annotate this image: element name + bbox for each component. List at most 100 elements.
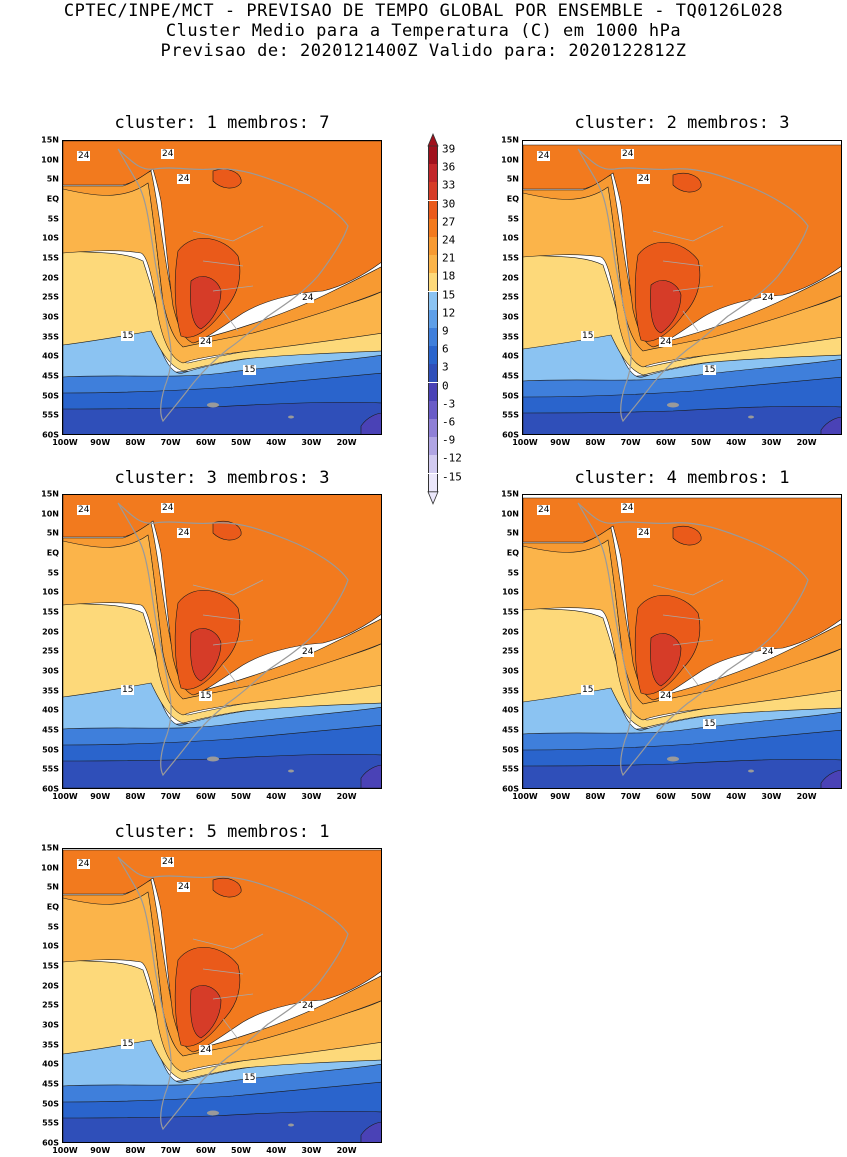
lat-label: 5S: [47, 922, 59, 932]
lat-label: 15N: [501, 135, 519, 145]
lat-label: 35S: [42, 686, 59, 696]
lat-label: 5N: [46, 528, 59, 538]
colorbar-swatch: [428, 218, 438, 237]
colorbar-label: 0: [442, 379, 449, 393]
contour-label: 24: [77, 505, 91, 515]
band-m3-0: [360, 412, 381, 434]
lat-label: 25S: [42, 646, 59, 656]
lat-label: 40S: [42, 351, 59, 361]
island: [667, 756, 679, 762]
band-21-24: [63, 879, 381, 1057]
band-6-9: [63, 706, 381, 746]
temperature-map: [63, 141, 381, 434]
lon-label: 20W: [796, 438, 817, 447]
lat-label: 15S: [502, 253, 519, 263]
lon-label: 30W: [301, 1146, 322, 1155]
lon-label: 20W: [336, 438, 357, 447]
lon-label: 80W: [585, 792, 606, 801]
lon-label: 80W: [585, 438, 606, 447]
colorbar-label: -3: [442, 397, 456, 411]
lat-label: 5N: [506, 174, 519, 184]
lat-label: 5N: [46, 174, 59, 184]
lat-label: 10S: [42, 587, 59, 597]
lat-label: 15N: [41, 843, 59, 853]
lon-label: 30W: [761, 792, 782, 801]
temperature-map: [523, 497, 841, 788]
contour-label: 24: [761, 647, 775, 657]
band-30-33: [190, 628, 222, 682]
lat-label: 60S: [42, 430, 59, 440]
lat-label: 55S: [42, 764, 59, 774]
contour-label: 24: [161, 149, 175, 159]
band-30-33: [650, 633, 682, 687]
lat-label: 10S: [502, 587, 519, 597]
colorbar-label: 3: [442, 360, 449, 374]
contour-label: 15: [703, 365, 717, 375]
colorbar-swatch: [428, 182, 438, 201]
lon-label: 50W: [231, 438, 251, 447]
lat-label: 40S: [502, 351, 519, 361]
band-30-33: [650, 280, 682, 334]
temperature-map: [523, 144, 841, 434]
coastline: [577, 502, 809, 777]
colorbar-top-arrow: [427, 132, 439, 147]
island: [288, 1123, 294, 1127]
header-line-3: Previsao de: 2020121400Z Valido para: 20…: [160, 41, 687, 61]
map-panel-4: 24 24 24 24 24 15 15 15N 10N 5N EQ 5S 10S 15S 20S 25S 30…: [501, 490, 842, 801]
lon-label: 70W: [160, 438, 181, 447]
lat-label: 5N: [46, 882, 59, 892]
contour-label: 24: [199, 1045, 213, 1055]
contour-label: 15: [121, 1039, 135, 1049]
lat-label: 20S: [42, 627, 59, 637]
lat-label: 10S: [42, 941, 59, 951]
country-borders: [192, 225, 264, 332]
colorbar-swatch: [428, 200, 438, 219]
lat-label: 50S: [42, 391, 59, 401]
island: [288, 415, 294, 419]
colorbar-label: 15: [442, 288, 456, 302]
contour-label: 24: [177, 882, 191, 892]
lat-label: 60S: [502, 430, 519, 440]
colorbar-swatch: [428, 146, 438, 165]
lat-label: 20S: [502, 627, 519, 637]
colorbar-swatch: [428, 255, 438, 274]
colorbar-swatch: [428, 164, 438, 183]
lat-label: 20S: [42, 273, 59, 283]
colorbar-label: 9: [442, 324, 449, 338]
lat-label: 40S: [42, 1059, 59, 1069]
lon-label: 100W: [52, 438, 78, 447]
lon-label: 40W: [266, 792, 287, 801]
band-m3-0: [360, 764, 381, 788]
lat-label: 10N: [501, 155, 519, 165]
island: [207, 756, 219, 762]
band-m3-0: [820, 416, 841, 434]
colorbar-swatch: [428, 437, 438, 456]
contour-label: 24: [301, 293, 315, 303]
lon-label: 60W: [195, 792, 216, 801]
panel-title-4: cluster: 4 membros: 1: [574, 468, 790, 488]
map-panel-5: 24 24 24 24 24 15 15 15N 10N 5N EQ 5S 10S 15S 20S 25S 30…: [41, 844, 382, 1155]
lat-label: 30S: [502, 666, 519, 676]
lat-label: 25S: [42, 1000, 59, 1010]
lat-label: 10N: [41, 863, 59, 873]
lat-label: 45S: [42, 371, 59, 381]
lon-label: 100W: [512, 792, 538, 801]
lat-label: EQ: [46, 194, 59, 204]
lat-label: 50S: [42, 1099, 59, 1109]
colorbar-swatch: [428, 419, 438, 438]
band-27-30b: [212, 521, 242, 541]
band-21-24: [63, 522, 381, 700]
lat-label: 50S: [502, 745, 519, 755]
colorbar-bottom-arrow: [427, 491, 439, 505]
contour-label: 15: [121, 685, 135, 695]
lat-label: 30S: [42, 666, 59, 676]
contour-label: 15: [703, 719, 717, 729]
header-line-2: Cluster Medio para a Temperatura (C) em …: [165, 21, 682, 41]
lat-label: 15S: [42, 961, 59, 971]
contour-label: 24: [301, 1001, 315, 1011]
colorbar-label: 27: [442, 215, 456, 229]
contour-label: 24: [77, 151, 91, 161]
contour-label: 24: [161, 503, 175, 513]
lat-label: 5N: [506, 528, 519, 538]
lon-label: 30W: [301, 792, 322, 801]
